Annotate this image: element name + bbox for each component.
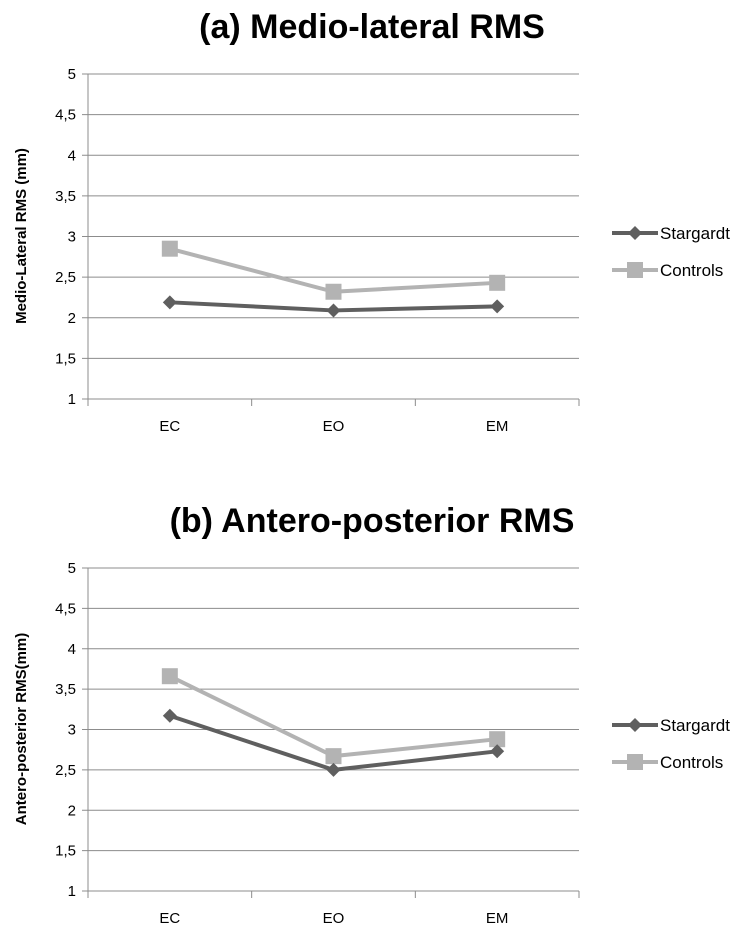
- legend-label: Controls: [660, 261, 723, 280]
- y-tick-label: 4,5: [55, 600, 76, 617]
- y-axis-label: Antero-posterior RMS(mm): [13, 633, 30, 826]
- data-point-diamond: [326, 303, 341, 318]
- data-point-square: [325, 748, 342, 765]
- y-tick-label: 1: [68, 391, 76, 408]
- y-tick-label: 5: [68, 66, 76, 83]
- y-tick-label: 1,5: [55, 843, 76, 860]
- data-point-diamond: [628, 226, 642, 240]
- y-tick-label: 4,5: [55, 107, 76, 124]
- y-tick-label: 1,5: [55, 350, 76, 367]
- x-tick-label: EM: [486, 418, 509, 435]
- legend-label: Stargardt: [660, 716, 730, 735]
- y-tick-label: 4: [68, 641, 76, 658]
- x-tick-label: EC: [159, 418, 180, 435]
- data-point-square: [161, 240, 178, 257]
- x-tick-label: EO: [323, 910, 345, 927]
- y-tick-label: 2,5: [55, 269, 76, 286]
- data-point-diamond: [628, 718, 642, 732]
- y-tick-label: 3: [68, 229, 76, 246]
- data-point-square: [489, 731, 506, 748]
- y-tick-label: 2: [68, 310, 76, 327]
- y-tick-label: 2: [68, 802, 76, 819]
- data-point-square: [489, 274, 506, 291]
- x-tick-label: EC: [159, 910, 180, 927]
- data-point-square: [325, 283, 342, 300]
- data-point-square: [627, 262, 643, 278]
- y-axis-label: Medio-Lateral RMS (mm): [13, 148, 30, 324]
- data-point-diamond: [490, 299, 505, 314]
- x-tick-label: EO: [323, 418, 345, 435]
- chart-title: (a) Medio-lateral RMS: [199, 8, 545, 46]
- chart-antero-posterior: (b) Antero-posterior RMS Antero-posterio…: [13, 502, 730, 927]
- chart-medio-lateral: (a) Medio-lateral RMS Medio-Lateral RMS …: [13, 8, 730, 435]
- data-point-square: [627, 754, 643, 770]
- y-tick-label: 1: [68, 883, 76, 900]
- data-point-diamond: [162, 708, 177, 723]
- y-tick-label: 4: [68, 147, 76, 164]
- data-point-square: [161, 668, 178, 685]
- y-tick-label: 2,5: [55, 762, 76, 779]
- chart-title: (b) Antero-posterior RMS: [170, 502, 575, 540]
- legend-label: Controls: [660, 753, 723, 772]
- y-tick-label: 3,5: [55, 188, 76, 205]
- data-point-diamond: [162, 295, 177, 310]
- y-tick-label: 5: [68, 560, 76, 577]
- legend-label: Stargardt: [660, 224, 730, 243]
- x-tick-label: EM: [486, 910, 509, 927]
- series-line-controls: [168, 674, 498, 759]
- data-point-diamond: [326, 762, 341, 777]
- y-tick-label: 3,5: [55, 681, 76, 698]
- data-point-diamond: [490, 744, 505, 759]
- y-tick-label: 3: [68, 722, 76, 739]
